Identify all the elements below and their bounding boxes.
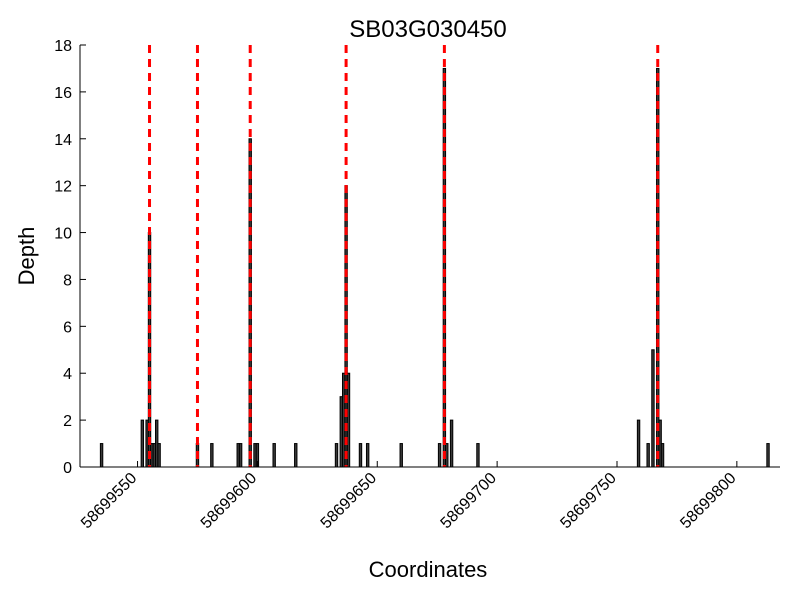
x-tick-label: 58699700	[438, 470, 500, 532]
x-axis-title: Coordinates	[369, 557, 488, 582]
depth-bar	[365, 443, 370, 468]
depth-bar	[358, 443, 363, 468]
depth-bar	[766, 443, 770, 468]
x-tick-label: 58699750	[557, 470, 619, 532]
y-axis-title: Depth	[14, 227, 39, 286]
depth-bar	[238, 443, 243, 468]
y-tick-label: 8	[63, 272, 72, 289]
depth-bar	[99, 443, 104, 468]
depth-bar	[334, 443, 339, 468]
y-ticks-layer: 0 2 4 6 8 10 12 14 16 18	[54, 38, 86, 477]
depth-bar	[157, 443, 161, 468]
depth-bar	[646, 443, 650, 468]
depth-bar	[651, 349, 655, 468]
depth-bar	[147, 232, 152, 468]
depth-bar	[442, 67, 447, 468]
depth-bar	[272, 443, 276, 468]
depth-bar	[210, 443, 214, 468]
x-tick-label: 58699800	[677, 470, 739, 532]
depth-bar	[437, 443, 442, 468]
y-tick-label: 12	[54, 179, 72, 196]
chart-title: SB03G030450	[349, 16, 506, 43]
x-tick-label: 58699650	[318, 470, 380, 532]
depth-bar	[656, 67, 660, 468]
depth-bar	[399, 443, 403, 468]
x-tick-label: 58699600	[198, 470, 260, 532]
depth-bar	[294, 443, 298, 468]
depth-bar	[636, 419, 641, 468]
y-tick-label: 2	[63, 413, 72, 430]
x-tick-label: 58699550	[78, 470, 140, 532]
depth-bar	[660, 443, 665, 468]
depth-bar	[445, 443, 449, 468]
y-tick-label: 14	[54, 132, 72, 149]
x-ticks-layer: 58699550 58699600 58699650 58699700 58699750…	[78, 461, 740, 532]
bars-layer	[99, 67, 770, 468]
depth-bar	[476, 443, 480, 468]
y-tick-label: 10	[54, 226, 72, 243]
depth-bar	[449, 419, 454, 468]
y-tick-label: 6	[63, 319, 72, 336]
y-tick-label: 0	[63, 460, 72, 477]
y-tick-label: 18	[54, 38, 72, 55]
depth-bar	[346, 372, 351, 468]
axes-layer	[79, 45, 780, 468]
marker-lines-layer	[148, 45, 660, 467]
depth-bar	[140, 419, 145, 468]
y-tick-label: 16	[54, 85, 72, 102]
y-tick-label: 4	[63, 366, 72, 383]
